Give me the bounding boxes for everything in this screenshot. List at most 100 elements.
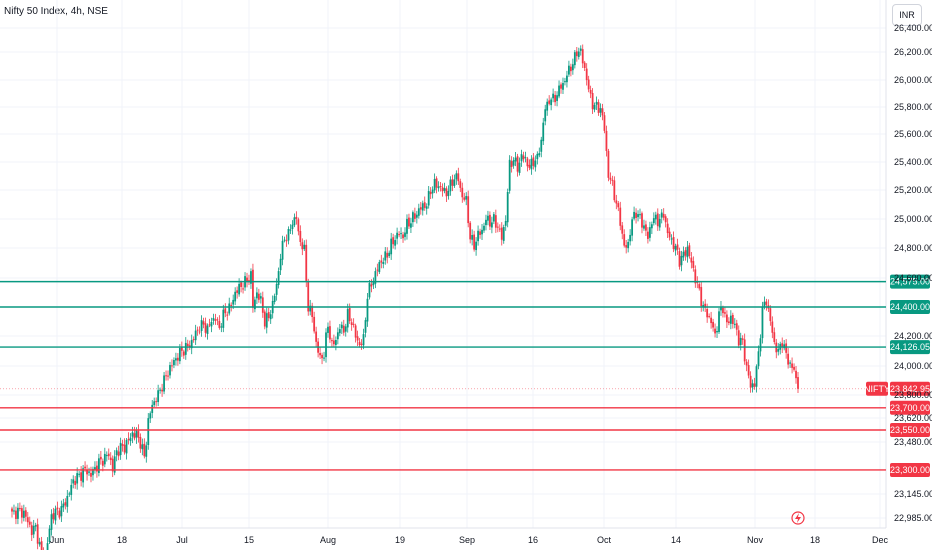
candle [183,350,185,359]
candle [68,492,70,497]
candle [92,467,94,481]
candle [325,328,327,362]
candle [169,362,171,379]
candle [742,335,744,345]
candle [402,232,404,243]
candle [147,413,149,450]
candle [171,359,173,371]
candle [218,315,220,330]
price-tick-label: 22,985.00 [894,513,932,523]
candle [60,501,62,522]
grid [0,0,886,528]
candle [442,183,444,196]
candle [550,98,552,111]
candle [388,251,390,259]
price-tick-label: 24,000.00 [894,361,932,371]
candle [98,454,100,476]
time-tick-label: 14 [671,535,681,545]
candle [278,268,280,289]
candle [649,222,651,242]
candle [211,318,213,332]
price-tick-label: 23,480.00 [894,437,932,447]
candle [365,317,367,337]
candle [220,323,222,332]
candle [540,137,542,157]
candle [726,310,728,328]
candle [513,157,515,169]
candle [485,215,487,231]
candle [282,236,284,265]
candle [21,505,23,523]
candle [11,507,13,518]
candle [530,155,532,175]
candle [153,398,155,408]
candle [189,341,191,350]
candle [773,327,775,344]
candle [384,247,386,265]
candle [363,329,365,349]
candle [448,185,450,199]
time-tick-label: Jun [50,535,65,545]
candle [143,438,145,458]
candle [692,256,694,271]
candle [76,467,78,489]
candle [493,212,495,224]
candle [404,227,406,240]
candle [560,82,562,93]
candle [669,228,671,241]
candle [274,294,276,305]
candle [730,310,732,329]
candle [728,317,730,325]
time-tick-label: Nov [747,535,764,545]
candle [337,327,339,344]
candle [617,201,619,211]
candle [106,451,108,461]
candle [250,268,252,288]
candle [313,312,315,334]
candle [386,247,388,263]
candle [570,64,572,77]
candle [331,338,333,347]
candle [787,348,789,368]
candle [209,319,211,327]
candle [538,148,540,158]
candle [242,283,244,294]
time-tick-label: Oct [597,535,612,545]
candle [681,251,683,271]
candle [637,210,639,221]
candle [315,327,317,348]
candle [613,176,615,202]
candle [39,538,41,547]
candle [412,210,414,227]
candle [373,278,375,289]
candle [301,238,303,255]
candle [382,258,384,269]
candle [432,186,434,198]
candle [256,287,258,304]
candle [284,237,286,243]
candle [394,235,396,249]
candle [791,358,793,374]
candle [517,154,519,177]
level-label: 23,550.00 [890,425,930,435]
candle [378,260,380,274]
candle [501,222,503,245]
level-label: 23,300.00 [890,465,930,475]
candle [295,211,297,224]
candle [489,211,491,230]
candle [463,193,465,202]
candle [110,452,112,465]
candle [374,268,376,289]
candle [19,503,21,512]
candle [771,316,773,338]
candle [15,507,17,525]
candle [66,490,68,513]
candle [574,50,576,68]
candle [685,247,687,261]
candle [690,252,692,268]
candle [479,229,481,239]
candle [785,339,787,359]
candle [359,338,361,348]
candle [584,61,586,71]
